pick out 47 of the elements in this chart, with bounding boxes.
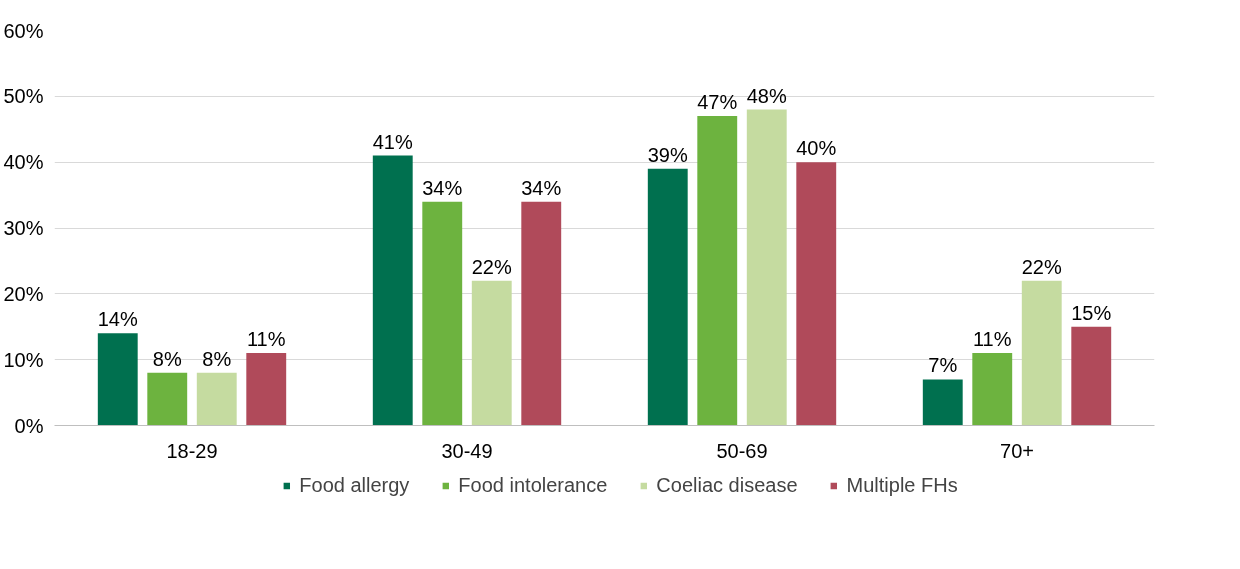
- x-tick-label: 50-69: [716, 439, 768, 462]
- data-label: 39%: [647, 143, 688, 166]
- data-label: 34%: [521, 176, 562, 199]
- data-label: 15%: [1071, 301, 1112, 324]
- x-tick-label: 70+: [1000, 439, 1034, 462]
- bar: [196, 372, 237, 426]
- bar: [372, 155, 413, 426]
- data-label: 22%: [471, 255, 512, 278]
- data-label: 34%: [422, 176, 463, 199]
- data-label: 40%: [796, 137, 837, 160]
- y-tick-label: 50%: [3, 85, 44, 108]
- data-label: 8%: [152, 347, 182, 370]
- bar: [471, 280, 512, 426]
- bar: [97, 333, 138, 426]
- bar: [147, 372, 188, 426]
- bar: [647, 168, 688, 426]
- y-tick-label: 20%: [3, 282, 44, 305]
- bar: [521, 201, 562, 426]
- y-tick-label: 40%: [3, 151, 44, 174]
- y-tick-label: 30%: [3, 217, 44, 239]
- data-label: 11%: [246, 328, 286, 351]
- y-tick-label: 0%: [14, 414, 44, 437]
- data-label: 41%: [372, 130, 413, 153]
- data-label: 11%: [972, 328, 1012, 351]
- data-label: 48%: [746, 84, 787, 107]
- legend-label: Multiple FHs: [846, 473, 958, 497]
- y-tick-label: 10%: [3, 348, 44, 371]
- bar: [922, 379, 963, 426]
- bar: [422, 201, 463, 426]
- bar: [246, 353, 287, 426]
- data-label: 8%: [202, 347, 232, 370]
- x-tick-label: 18-29: [166, 439, 218, 462]
- data-label: 7%: [928, 354, 958, 377]
- legend-label: Food intolerance: [458, 473, 608, 497]
- bar: [796, 162, 837, 426]
- data-label: 47%: [697, 91, 738, 114]
- legend-label: Food allergy: [299, 473, 410, 497]
- bar: [1071, 326, 1112, 426]
- legend-label: Coeliac disease: [656, 473, 798, 497]
- bar: [697, 116, 738, 426]
- x-tick-label: 30-49: [441, 439, 493, 462]
- bar: [746, 109, 787, 426]
- y-tick-label: 60%: [3, 19, 44, 42]
- data-label: 14%: [97, 308, 138, 331]
- bar: [972, 353, 1013, 426]
- bar: [1021, 280, 1062, 426]
- data-label: 22%: [1021, 255, 1062, 278]
